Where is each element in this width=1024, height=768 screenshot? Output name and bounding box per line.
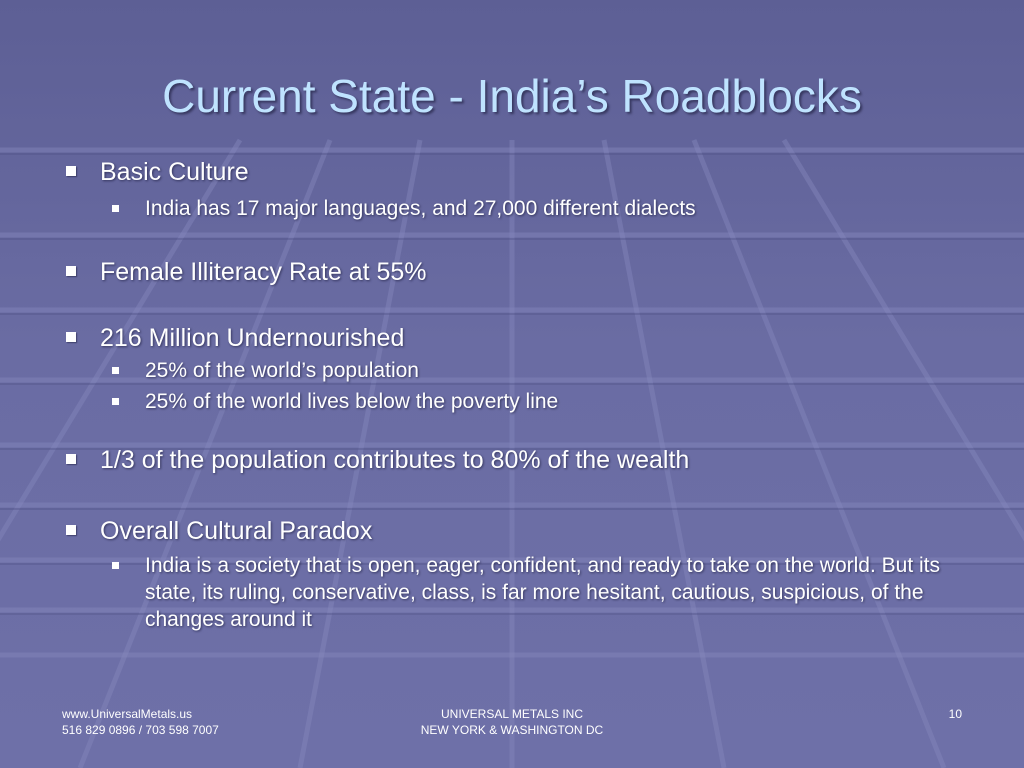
footer-contact: www.UniversalMetals.us 516 829 0896 / 70… [62,706,219,738]
bullet-text: Basic Culture [100,158,249,186]
square-bullet-icon [66,266,76,276]
sub-bullet-text: 25% of the world lives below the poverty… [145,390,559,413]
footer-company: UNIVERSAL METALS INC NEW YORK & WASHINGT… [312,706,712,738]
footer-phone: 516 829 0896 / 703 598 7007 [62,723,219,737]
square-bullet-icon [66,525,76,535]
sub-bullet-text: India has 17 major languages, and 27,000… [145,197,696,220]
square-bullet-icon [66,454,76,464]
sub-bullet-paradox-detail: India is a society that is open, eager, … [112,552,957,633]
small-square-bullet-icon [112,367,119,374]
footer-page-number: 10 [948,707,962,721]
sub-bullet-text: India is a society that is open, eager, … [145,554,940,631]
small-square-bullet-icon [112,205,119,212]
small-square-bullet-icon [112,398,119,405]
sub-bullet-text: 25% of the world’s population [145,359,419,382]
bullet-cultural-paradox: Overall Cultural Paradox [66,514,986,548]
sub-bullet-poverty-line: 25% of the world lives below the poverty… [112,388,986,415]
bullet-text: Overall Cultural Paradox [100,517,373,545]
footer-company-locations: NEW YORK & WASHINGTON DC [420,723,604,737]
bullet-wealth: 1/3 of the population contributes to 80%… [66,443,986,477]
footer-company-name: UNIVERSAL METALS INC [440,707,584,721]
bullet-text: Female Illiteracy Rate at 55% [100,258,427,286]
bullet-undernourished: 216 Million Undernourished [66,321,986,355]
slide-title: Current State - India’s Roadblocks [162,70,862,122]
sub-bullet-world-population: 25% of the world’s population [112,357,986,384]
square-bullet-icon [66,166,76,176]
bullet-text: 216 Million Undernourished [100,324,405,352]
bullet-list: Basic Culture India has 17 major languag… [66,155,986,633]
bullet-female-illiteracy: Female Illiteracy Rate at 55% [66,255,986,289]
bullet-text: 1/3 of the population contributes to 80%… [100,446,690,474]
bullet-basic-culture: Basic Culture [66,155,986,189]
small-square-bullet-icon [112,562,119,569]
square-bullet-icon [66,332,76,342]
footer-website: www.UniversalMetals.us [62,707,193,721]
sub-bullet-languages: India has 17 major languages, and 27,000… [112,195,986,222]
